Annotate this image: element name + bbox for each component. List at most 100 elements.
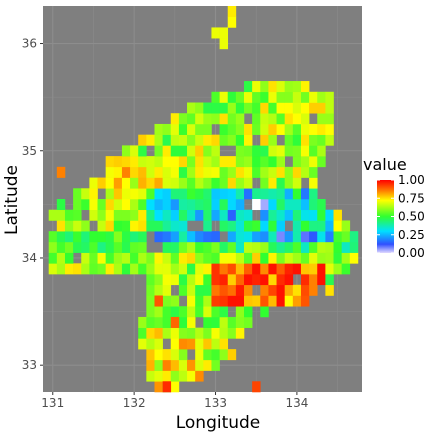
heatmap-cell (268, 220, 277, 232)
heatmap-cell (252, 123, 261, 135)
heatmap-cell (333, 231, 342, 243)
heatmap-cell (292, 123, 302, 135)
y-axis-title: Latitude (2, 165, 22, 235)
heatmap-cell (227, 252, 237, 264)
heatmap-cell (195, 123, 204, 135)
heatmap-cell (187, 284, 196, 296)
heatmap-cell (300, 209, 310, 221)
heatmap-cell (227, 241, 237, 253)
heatmap-cell (105, 199, 115, 211)
heatmap-cell (97, 209, 106, 221)
heatmap-cell (211, 252, 220, 264)
heatmap-cell (244, 295, 253, 307)
heatmap-cell (105, 209, 115, 221)
heatmap-cell (121, 188, 131, 200)
heatmap-cell (211, 284, 220, 296)
heatmap-cell (187, 327, 196, 339)
heatmap-cell (73, 188, 82, 200)
heatmap-cell (162, 295, 172, 307)
heatmap-cell (219, 38, 229, 50)
heatmap-cell (97, 177, 106, 189)
heatmap-cell (284, 188, 294, 200)
heatmap-cell (276, 199, 285, 211)
heatmap-cell (227, 199, 237, 211)
heatmap-cell (187, 188, 196, 200)
heatmap-cell (325, 220, 334, 232)
heatmap-cell (113, 209, 123, 221)
heatmap-cell (64, 220, 74, 232)
legend-tick-label: 0.25 (398, 228, 425, 242)
heatmap-cell (300, 102, 310, 114)
heatmap-cell (235, 241, 245, 253)
heatmap-cell (178, 177, 188, 189)
heatmap-cell (170, 359, 180, 371)
heatmap-cell (292, 134, 302, 146)
heatmap-cell (170, 156, 180, 168)
heatmap-cell (300, 220, 310, 232)
heatmap-cell (195, 252, 204, 264)
heatmap-cell (203, 295, 212, 307)
heatmap-cell (187, 209, 196, 221)
heatmap-cell (146, 338, 155, 350)
heatmap-cell (219, 91, 229, 103)
heatmap-cell (89, 209, 98, 221)
heatmap-cell (154, 145, 163, 157)
heatmap-cell (187, 316, 196, 328)
heatmap-cell (276, 295, 285, 307)
heatmap-cell (252, 381, 261, 393)
heatmap-cell (105, 166, 115, 178)
heatmap-cell (170, 199, 180, 211)
x-axis-title: Longitude (176, 413, 261, 433)
heatmap-cell (276, 145, 285, 157)
heatmap-cell (268, 156, 277, 168)
heatmap-cell (138, 231, 147, 243)
heatmap-cell (178, 349, 188, 361)
heatmap-cell (317, 209, 326, 221)
heatmap-cell (244, 252, 253, 264)
heatmap-cell (121, 263, 131, 275)
heatmap-cell (203, 123, 212, 135)
heatmap-cell (292, 102, 302, 114)
heatmap-cell (195, 102, 204, 114)
heatmap-cell (187, 231, 196, 243)
heatmap-cell (105, 188, 115, 200)
heatmap-cell (252, 263, 261, 275)
heatmap-cell (130, 156, 139, 168)
heatmap-cell (309, 123, 318, 135)
heatmap-cell (121, 252, 131, 264)
heatmap-cell (292, 113, 302, 125)
heatmap-cell (130, 145, 139, 157)
heatmap-cell (235, 123, 245, 135)
heatmap-cell (276, 113, 285, 125)
heatmap-cell (317, 102, 326, 114)
heatmap-cell (178, 166, 188, 178)
heatmap-cell (187, 359, 196, 371)
heatmap-cell (219, 252, 229, 264)
heatmap-cell (341, 263, 351, 275)
heatmap-cell (276, 274, 285, 286)
heatmap-cell (284, 274, 294, 286)
heatmap-cell (252, 166, 261, 178)
heatmap-cell (260, 306, 269, 318)
heatmap-cell (162, 284, 172, 296)
legend-ticks: 1.00 0.75 0.50 0.25 0.00 (377, 173, 425, 260)
heatmap-cell (211, 145, 220, 157)
heatmap-cell (317, 241, 326, 253)
heatmap-cell (325, 209, 334, 221)
heatmap-cell (162, 370, 172, 382)
heatmap-cell (195, 113, 204, 125)
heatmap-cell (300, 199, 310, 211)
heatmap-cell (187, 113, 196, 125)
heatmap-cell (195, 209, 204, 221)
heatmap-cell (178, 188, 188, 200)
heatmap-cell (89, 199, 98, 211)
heatmap-cell (284, 113, 294, 125)
heatmap-cell (309, 145, 318, 157)
heatmap-cell (300, 263, 310, 275)
heatmap-cell (309, 177, 318, 189)
heatmap-cell (187, 241, 196, 253)
heatmap-cell (325, 134, 334, 146)
heatmap-cell (325, 263, 334, 275)
heatmap-cell (252, 145, 261, 157)
heatmap-cell (105, 241, 115, 253)
